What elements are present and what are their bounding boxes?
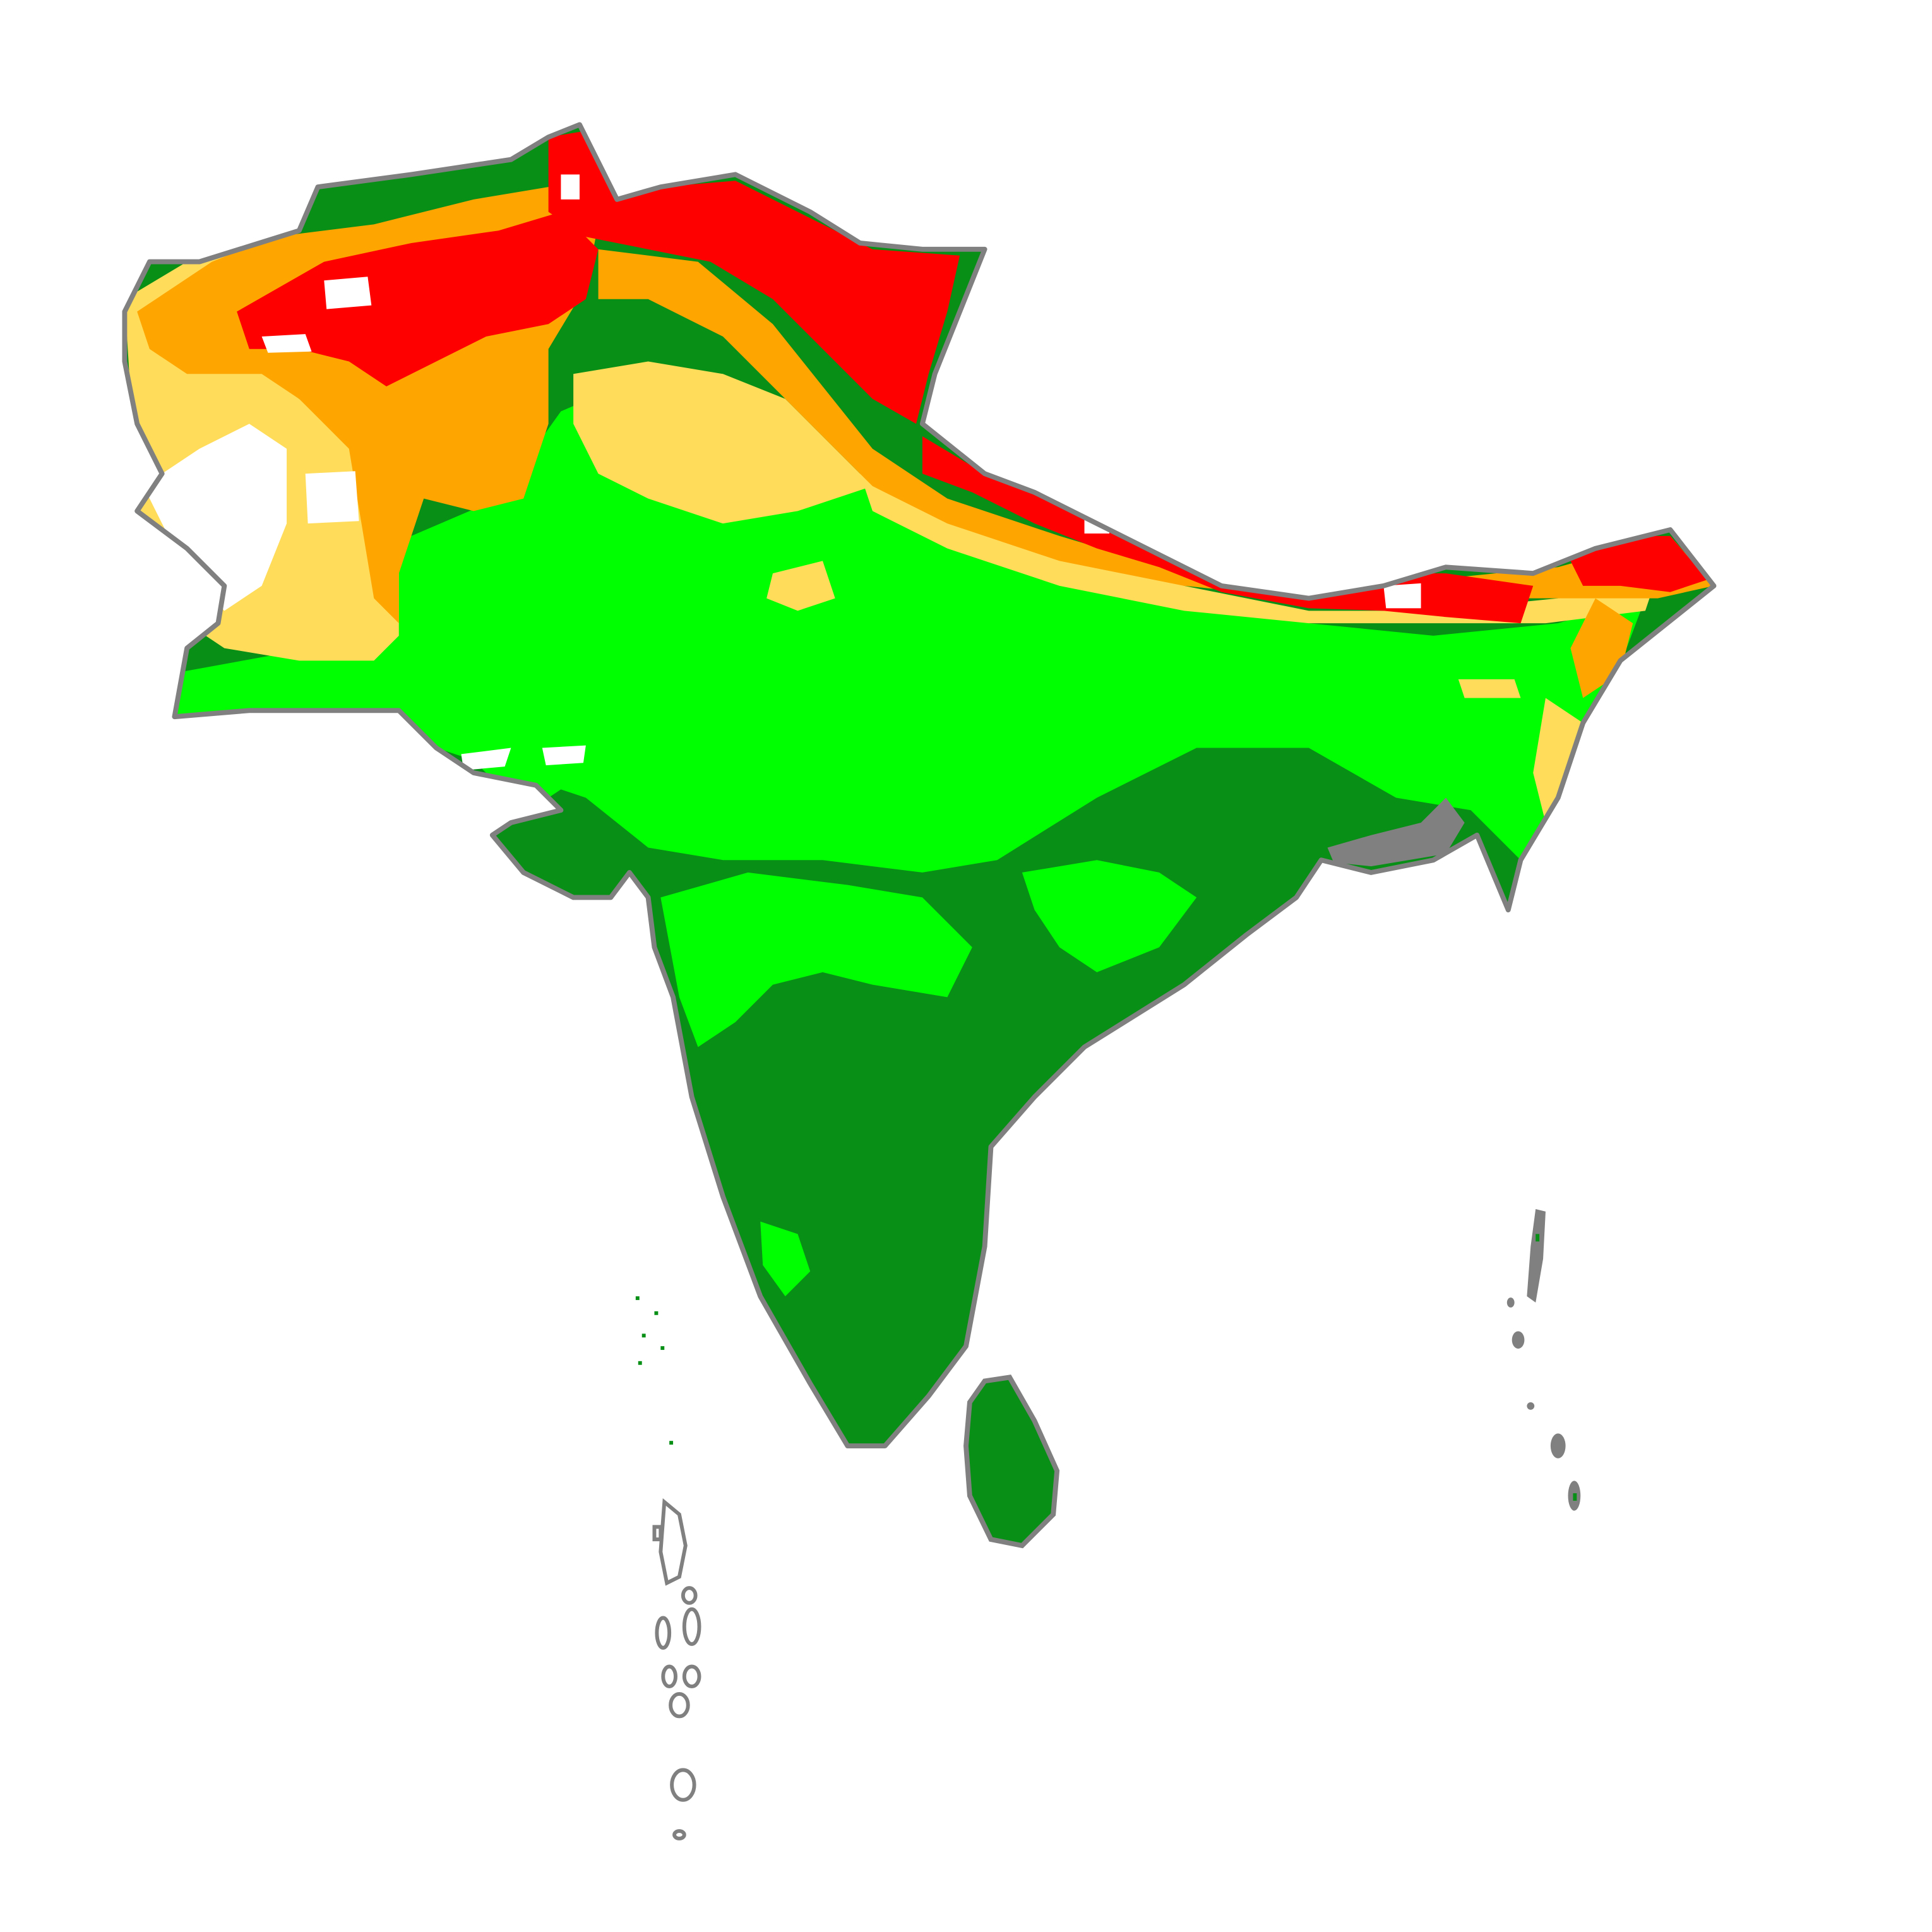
islands-andaman-nicobar (1506, 1208, 1581, 1511)
island-sri-lanka (963, 1374, 1060, 1549)
zone-light-yellow-ne2 (1458, 679, 1521, 698)
zone-bright-green-east (1022, 860, 1197, 972)
zone-bright-green-deccan (660, 872, 972, 1047)
zone-white-glacier-2 (261, 334, 312, 353)
zone-light-yellow-central (766, 561, 835, 611)
main-landmass (122, 122, 1717, 1449)
zone-white-gujarat (461, 748, 511, 771)
zone-light-yellow-foothills (860, 474, 1658, 624)
zone-light-yellow-punjab (573, 361, 873, 524)
landmass-outline (122, 122, 1717, 1449)
zone-white-gujarat-2 (542, 745, 586, 766)
islands-lakshadweep (635, 1296, 674, 1445)
zone-white-desert-2 (305, 471, 359, 524)
zone-white-bhutan (1383, 583, 1421, 609)
islands-maldives (652, 1498, 701, 1840)
zone-white-glacier-1 (324, 277, 372, 309)
zone-red-east (1570, 535, 1708, 592)
zone-bright-green-south (760, 1221, 811, 1297)
delta-region (1327, 797, 1465, 867)
zone-white-ladakh (561, 174, 580, 200)
islands-andaman-vegetation (1535, 1234, 1577, 1501)
zone-white-desert-1 (143, 424, 287, 611)
zone-red-hindukush (237, 212, 599, 386)
zone-red-karakoram (548, 131, 960, 424)
